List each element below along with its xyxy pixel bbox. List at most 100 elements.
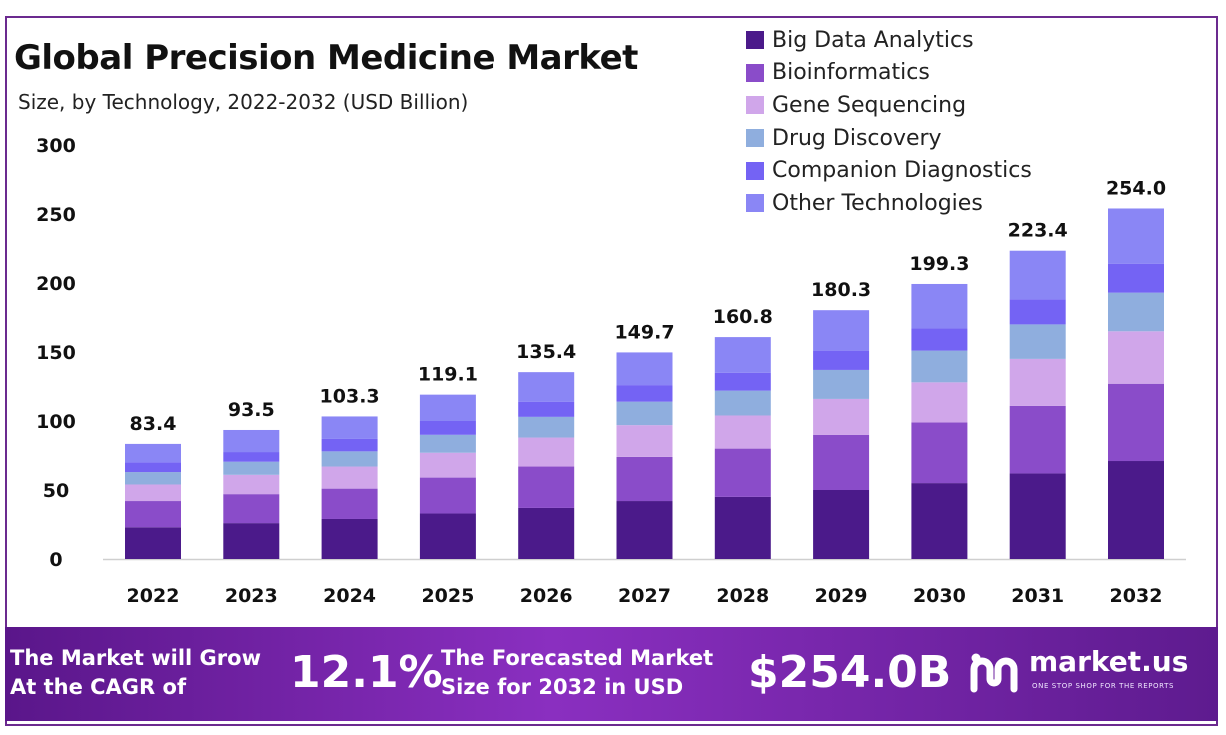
legend-label: Bioinformatics (772, 60, 930, 86)
bar-segment (714, 390, 771, 416)
legend-item: Drug Discovery (746, 122, 1032, 155)
bar-segment (911, 422, 968, 484)
y-tick-label: 50 (43, 480, 69, 502)
bar-segment (419, 421, 476, 435)
bar-segment (1009, 405, 1066, 474)
bar-segment (1108, 383, 1164, 462)
bar-segment (125, 501, 181, 528)
bar-segment (223, 452, 280, 462)
cagr-text-line-1: The Market will Grow (10, 646, 261, 670)
bar-segment (223, 474, 280, 495)
y-tick-label: 150 (36, 342, 76, 364)
bar-total-label: 149.7 (614, 321, 674, 343)
legend-label: Big Data Analytics (772, 27, 974, 53)
forecast-text-line-1: The Forecasted Market (441, 646, 714, 670)
legend-item: Big Data Analytics (746, 24, 1032, 57)
y-tick-label: 300 (36, 135, 76, 157)
bar-segment (1009, 358, 1066, 406)
y-tick-label: 100 (36, 411, 76, 433)
bar-total-label: 254.0 (1106, 177, 1166, 199)
bar-segment (714, 337, 771, 373)
legend-item: Gene Sequencing (746, 89, 1032, 122)
legend-item: Bioinformatics (746, 57, 1032, 90)
bar-total-label: 135.4 (516, 341, 576, 363)
bar-segment (1108, 208, 1164, 264)
bar-segment (321, 438, 378, 452)
bar-segment (321, 451, 378, 467)
bar-total-label: 180.3 (811, 279, 871, 301)
bar-segment (223, 494, 280, 524)
legend-label: Other Technologies (772, 190, 983, 216)
bar-segment (518, 437, 575, 467)
bar-segment (125, 484, 181, 502)
legend-swatch (746, 96, 764, 115)
x-tick-label: 2022 (127, 585, 180, 607)
y-tick-label: 200 (36, 273, 76, 295)
footer-banner: The Market will Grow At the CAGR of 12.1… (5, 627, 1218, 721)
bar-segment (911, 483, 968, 559)
bar-segment (518, 416, 575, 438)
bar-segment (518, 507, 575, 559)
bar-segment (1108, 331, 1164, 384)
bar-segment (714, 372, 771, 391)
legend-swatch (746, 194, 764, 213)
legend-swatch (746, 129, 764, 148)
bar-segment (518, 466, 575, 508)
bar-segment (518, 401, 575, 417)
bar-total-label: 160.8 (713, 306, 773, 328)
bar-total-label: 199.3 (909, 253, 969, 275)
x-tick-label: 2029 (815, 585, 868, 607)
bar-segment (419, 513, 476, 559)
bar-segment (125, 527, 181, 559)
bar-segment (616, 401, 673, 426)
chart-legend: Big Data Analytics Bioinformatics Gene Seq… (746, 24, 1032, 220)
bar-segment (714, 496, 771, 559)
x-tick-label: 2026 (520, 585, 573, 607)
forecast-text-line-2: Size for 2032 in USD (441, 675, 684, 699)
bar-segment (1009, 473, 1066, 559)
legend-label: Gene Sequencing (772, 92, 967, 118)
bar-segment (616, 501, 673, 559)
legend-swatch (746, 31, 764, 50)
legend-swatch (746, 161, 764, 180)
bar-segment (813, 490, 870, 559)
bar-segment (419, 477, 476, 514)
bar-segment (714, 448, 771, 497)
bar-segment (223, 523, 280, 559)
bar-segment (911, 382, 968, 423)
bar-segment (813, 350, 870, 370)
bar-segment (321, 416, 378, 439)
bar-segment (321, 488, 378, 519)
legend-label: Drug Discovery (772, 125, 942, 151)
cagr-text-line-2: At the CAGR of (10, 675, 187, 699)
x-tick-label: 2031 (1011, 585, 1064, 607)
bar-total-label: 223.4 (1008, 220, 1068, 242)
y-tick-label: 250 (36, 204, 76, 226)
legend-label: Companion Diagnostics (772, 158, 1032, 184)
bar-segment (616, 425, 673, 457)
bar-segment (321, 466, 378, 489)
bar-total-label: 83.4 (130, 413, 177, 435)
brand-tagline: ONE STOP SHOP FOR THE REPORTS (1032, 682, 1175, 690)
x-tick-label: 2027 (618, 585, 671, 607)
bar-segment (125, 472, 181, 485)
legend-swatch (746, 63, 764, 82)
bar-segment (813, 369, 870, 399)
bar-segment (1009, 324, 1066, 359)
bar-segment (616, 456, 673, 502)
x-tick-label: 2030 (913, 585, 966, 607)
chart-subtitle: Size, by Technology, 2022-2032 (USD Bill… (18, 90, 469, 114)
x-tick-label: 2023 (225, 585, 278, 607)
bar-total-label: 93.5 (228, 399, 275, 421)
cagr-value: 12.1% (290, 647, 443, 698)
bar-segment (518, 372, 575, 402)
bar-segment (321, 518, 378, 559)
bar-segment (125, 443, 181, 463)
bar-total-label: 119.1 (418, 364, 478, 386)
bar-segment (1108, 292, 1164, 332)
bar-segment (714, 415, 771, 449)
bar-segment (1108, 263, 1164, 293)
bar-segment (223, 429, 280, 453)
bar-segment (125, 462, 181, 473)
bar-segment (616, 385, 673, 402)
